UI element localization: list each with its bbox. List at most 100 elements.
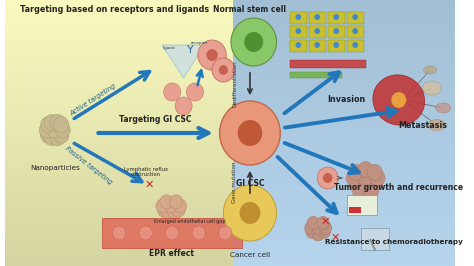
Circle shape	[346, 170, 361, 186]
Bar	[361, 228, 389, 250]
Text: Gene mutation: Gene mutation	[232, 161, 237, 203]
Text: Invasion: Invasion	[328, 95, 366, 105]
Polygon shape	[162, 45, 204, 78]
Bar	[290, 60, 365, 68]
Circle shape	[391, 92, 406, 108]
Circle shape	[175, 97, 192, 115]
Bar	[309, 12, 326, 24]
Circle shape	[168, 205, 181, 219]
Circle shape	[192, 226, 205, 240]
Circle shape	[172, 203, 185, 217]
Text: ligand: ligand	[162, 46, 175, 50]
Circle shape	[139, 226, 152, 240]
Circle shape	[186, 83, 203, 101]
Circle shape	[206, 49, 218, 61]
Circle shape	[353, 184, 368, 200]
Text: receptor: receptor	[191, 41, 209, 45]
Circle shape	[358, 178, 373, 194]
Bar	[346, 12, 364, 24]
Text: EPR effect: EPR effect	[149, 250, 194, 259]
Circle shape	[349, 176, 364, 192]
Text: Enlarged endothelial cell gap: Enlarged endothelial cell gap	[155, 219, 226, 225]
Circle shape	[317, 216, 329, 229]
Bar	[349, 207, 361, 213]
Circle shape	[358, 162, 373, 178]
Circle shape	[231, 18, 276, 66]
Circle shape	[219, 65, 228, 75]
Circle shape	[333, 42, 339, 48]
Circle shape	[212, 58, 235, 82]
Bar	[290, 12, 307, 24]
Circle shape	[352, 42, 358, 48]
Circle shape	[370, 170, 385, 186]
Circle shape	[165, 226, 179, 240]
Bar	[346, 195, 377, 215]
Circle shape	[333, 14, 339, 20]
Bar	[290, 26, 307, 38]
Circle shape	[50, 114, 65, 130]
Circle shape	[319, 222, 332, 235]
Circle shape	[317, 167, 338, 189]
Circle shape	[295, 14, 301, 20]
Circle shape	[55, 122, 70, 138]
Text: ✕: ✕	[330, 233, 340, 243]
Text: Passive targeting: Passive targeting	[64, 145, 113, 185]
Circle shape	[352, 14, 358, 20]
Bar	[346, 26, 364, 38]
Circle shape	[198, 40, 226, 70]
Circle shape	[164, 83, 181, 101]
Circle shape	[50, 130, 65, 146]
Ellipse shape	[428, 119, 445, 131]
Circle shape	[295, 28, 301, 34]
Text: ✕: ✕	[145, 180, 154, 190]
Text: Dedifferentiation: Dedifferentiation	[232, 61, 237, 107]
Circle shape	[39, 122, 55, 138]
Circle shape	[333, 28, 339, 34]
Text: Targeting GI CSC: Targeting GI CSC	[119, 115, 191, 124]
Bar	[328, 40, 345, 52]
Circle shape	[314, 42, 320, 48]
Circle shape	[352, 28, 358, 34]
Text: Y: Y	[187, 45, 193, 55]
Circle shape	[295, 42, 301, 48]
Bar	[328, 12, 345, 24]
Circle shape	[237, 120, 262, 146]
Circle shape	[44, 114, 59, 130]
Circle shape	[54, 117, 69, 133]
Circle shape	[169, 195, 182, 209]
Circle shape	[312, 222, 324, 235]
Circle shape	[367, 164, 383, 180]
Text: Active targeting: Active targeting	[70, 83, 118, 117]
Ellipse shape	[373, 75, 425, 125]
Circle shape	[314, 14, 320, 20]
Bar	[102, 218, 242, 248]
Circle shape	[314, 28, 320, 34]
Text: Targeting based on receptors and ligands: Targeting based on receptors and ligands	[20, 6, 209, 15]
Circle shape	[112, 226, 126, 240]
Ellipse shape	[422, 81, 441, 95]
Bar	[290, 72, 342, 78]
Bar	[346, 40, 364, 52]
Text: Nanoparticles: Nanoparticles	[30, 165, 80, 171]
Text: ✕: ✕	[321, 217, 330, 227]
Circle shape	[164, 199, 178, 213]
Circle shape	[157, 203, 171, 217]
Text: Tumor growth and recurrence: Tumor growth and recurrence	[334, 184, 463, 193]
Circle shape	[244, 32, 263, 52]
Text: Cancer cell: Cancer cell	[230, 252, 270, 258]
Circle shape	[219, 101, 280, 165]
Circle shape	[41, 127, 56, 143]
Circle shape	[349, 164, 364, 180]
Circle shape	[47, 122, 62, 138]
Circle shape	[358, 170, 373, 186]
Ellipse shape	[423, 66, 437, 74]
Circle shape	[44, 130, 59, 146]
Text: Metastasis: Metastasis	[398, 120, 447, 130]
Circle shape	[305, 222, 317, 235]
Text: Lymphatic reflux
obstruction: Lymphatic reflux obstruction	[124, 167, 168, 177]
Circle shape	[306, 225, 318, 238]
Text: Normal stem cell: Normal stem cell	[213, 6, 286, 15]
Text: Resistance to chemoradiotherapy: Resistance to chemoradiotherapy	[325, 239, 463, 245]
Circle shape	[160, 195, 173, 209]
Bar	[309, 26, 326, 38]
